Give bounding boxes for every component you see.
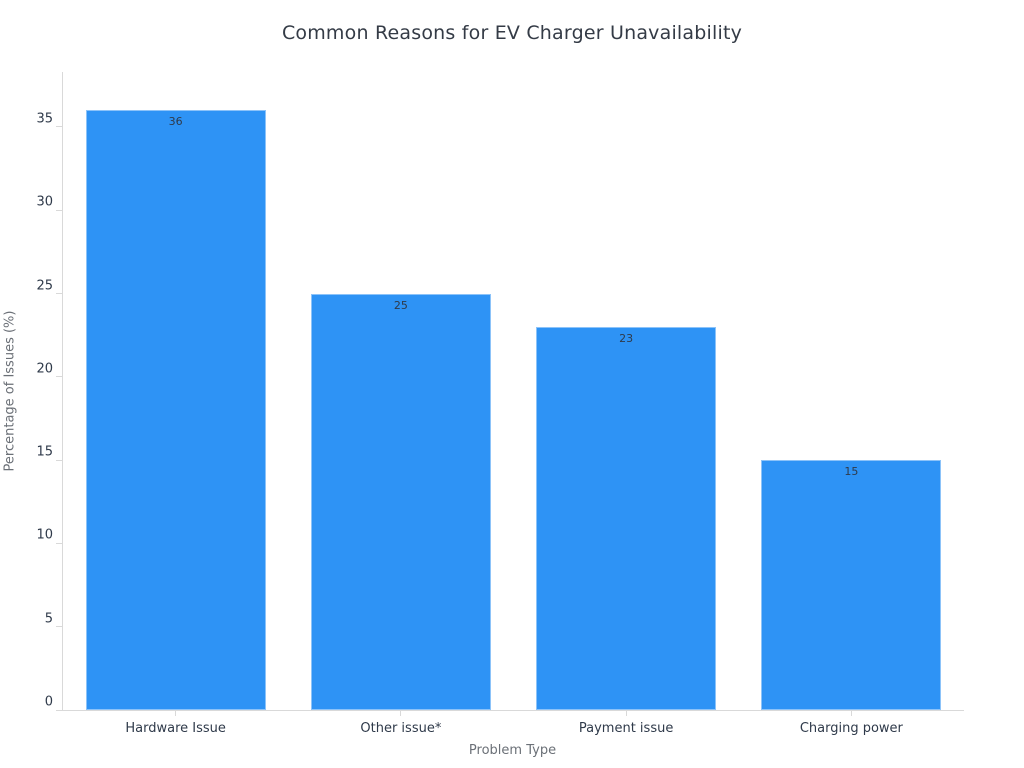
y-tick-mark <box>56 459 62 461</box>
bar-value-label: 36 <box>168 115 183 129</box>
y-tick-label: 25 <box>36 278 53 294</box>
x-tick-label: Hardware Issue <box>125 721 226 736</box>
x-axis-title: Problem Type <box>468 743 557 758</box>
x-tick-label: Payment issue <box>578 721 674 736</box>
bar-value-label: 15 <box>844 465 859 479</box>
chart-title: Common Reasons for EV Charger Unavailabi… <box>281 22 743 44</box>
y-tick-label: 35 <box>36 111 53 127</box>
x-tick-mark <box>400 711 402 716</box>
x-tick-mark <box>175 711 177 716</box>
y-tick-label: 0 <box>44 694 53 710</box>
y-tick-label: 30 <box>36 194 53 210</box>
bar-value-label: 23 <box>619 331 634 345</box>
y-tick-mark <box>56 626 62 628</box>
bar-value-label: 25 <box>393 298 408 312</box>
x-tick-label: Other issue* <box>360 721 442 736</box>
y-tick-mark <box>56 126 62 128</box>
x-tick-mark <box>850 711 852 716</box>
y-tick-mark <box>56 293 62 295</box>
bar-hardware-issue: 36 <box>85 110 266 710</box>
x-tick-mark <box>625 711 627 716</box>
x-tick-label: Charging power <box>799 721 903 736</box>
y-tick-mark <box>56 376 62 378</box>
y-tick-mark <box>56 209 62 211</box>
y-tick-mark <box>56 709 62 711</box>
plot-area: 0 5 10 15 20 25 30 35 36 Hardware Issue 25 Other is… <box>36 72 964 736</box>
bar-other-issue-: 25 <box>310 293 491 710</box>
bar-payment-issue: 23 <box>536 326 717 710</box>
bar-charging-power: 15 <box>761 460 942 710</box>
y-tick-mark <box>56 542 62 544</box>
y-tick-label: 5 <box>44 611 53 627</box>
y-tick-label: 15 <box>36 444 53 460</box>
y-tick-label: 10 <box>36 527 53 543</box>
y-tick-label: 20 <box>36 361 53 377</box>
